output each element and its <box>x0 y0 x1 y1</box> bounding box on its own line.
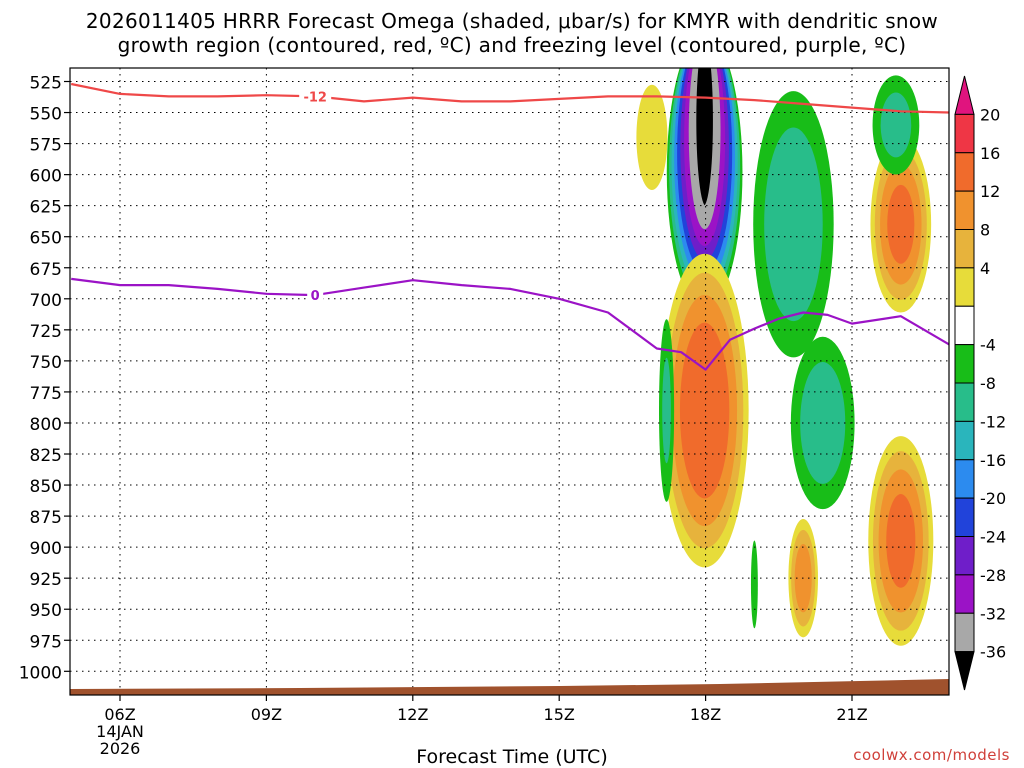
omega-cell <box>790 336 855 510</box>
contour-label-bg <box>307 287 324 304</box>
contour-label: 0 <box>311 289 320 304</box>
terrain-layer <box>70 679 949 695</box>
y-tick-label: 575 <box>30 136 62 156</box>
colorbar-label: -32 <box>980 604 1006 623</box>
omega-band <box>636 84 668 191</box>
omega-cell <box>658 319 675 502</box>
omega-cell <box>872 75 920 175</box>
omega-cell <box>636 84 668 191</box>
colorbar-label: -8 <box>980 374 996 393</box>
colorbar-label: 20 <box>980 105 1000 124</box>
contour-line <box>71 277 949 371</box>
y-tick-label: 725 <box>30 322 62 342</box>
colorbar-label: 12 <box>980 182 1000 201</box>
y-axis: 525 550 575 600 625 650 675 700 725 750 775 800 825 8… <box>19 74 70 683</box>
omega-cell <box>660 253 749 568</box>
y-tick-label: 775 <box>30 384 62 404</box>
colorbar-swatch <box>954 267 975 307</box>
contour-label: -12 <box>303 90 327 105</box>
x-tick-label: 21Z <box>836 705 867 724</box>
colorbar-label: -12 <box>980 412 1006 431</box>
y-tick-label: 925 <box>30 570 62 590</box>
colorbar-swatch <box>954 305 975 346</box>
colorbar-label: 4 <box>980 259 990 278</box>
colorbar: 20 16 12 8 4 -4 -8 -12 -16 -20 -24 -28 -32 -36 <box>954 75 1006 691</box>
y-tick-label: 950 <box>30 601 62 621</box>
omega-cell <box>868 436 934 646</box>
colorbar-swatch <box>954 612 975 653</box>
colorbar-label: -20 <box>980 489 1006 508</box>
colorbar-swatch <box>954 536 975 576</box>
colorbar-label: -36 <box>980 643 1006 662</box>
omega-cell <box>750 540 758 629</box>
plot-frame <box>69 67 950 696</box>
y-tick-label: 750 <box>30 353 62 373</box>
omega-shading <box>636 68 934 646</box>
y-tick-label: 650 <box>30 229 62 249</box>
omega-band <box>693 68 716 209</box>
credit-text: coolwx.com/models <box>853 746 1010 764</box>
omega-band <box>662 357 671 464</box>
colorbar-swatch <box>954 344 975 384</box>
omega-band <box>880 92 912 158</box>
y-tick-label: 900 <box>30 539 62 559</box>
colorbar-swatch <box>954 229 975 269</box>
y-tick-label: 1000 <box>19 663 62 683</box>
y-tick-label: 700 <box>30 291 62 311</box>
colorbar-label: 8 <box>980 221 990 240</box>
temperature-contours: -12 0 <box>70 82 949 371</box>
colorbar-swatch <box>954 497 975 537</box>
omega-band <box>887 184 915 264</box>
colorbar-label: -24 <box>980 528 1006 547</box>
omega-band <box>679 322 730 499</box>
colorbar-swatch <box>954 459 975 499</box>
omega-band <box>764 127 823 322</box>
y-tick-label: 675 <box>30 260 62 280</box>
colorbar-swatch <box>954 420 975 461</box>
y-tick-label: 550 <box>30 105 62 125</box>
colorbar-swatch <box>954 152 975 192</box>
omega-band <box>750 540 758 629</box>
x-tick-label: 15Z <box>544 705 575 724</box>
colorbar-label: -4 <box>980 336 996 355</box>
x-tick-sublabel: 2026 <box>100 739 141 758</box>
terrain <box>70 679 949 695</box>
y-tick-label: 625 <box>30 198 62 218</box>
y-tick-label: 875 <box>30 508 62 528</box>
y-tick-label: 525 <box>30 74 62 94</box>
y-tick-label: 600 <box>30 167 62 187</box>
colorbar-label: -28 <box>980 566 1006 585</box>
x-tick-label: 18Z <box>690 705 721 724</box>
contour-label-bg <box>299 88 332 105</box>
y-tick-label: 975 <box>30 632 62 652</box>
chart-title-line-2: growth region (contoured, red, ºC) and f… <box>117 33 907 57</box>
y-tick-label: 800 <box>30 415 62 435</box>
contour-line <box>70 82 949 114</box>
chart-title-line-1: 2026011405 HRRR Forecast Omega (shaded, … <box>85 9 939 33</box>
omega-cell <box>870 136 932 313</box>
omega-band <box>886 494 916 588</box>
x-tick-sublabel: 14JAN <box>96 722 144 741</box>
omega-cell <box>753 91 834 358</box>
gridlines <box>70 68 949 695</box>
x-axis-title: Forecast Time (UTC) <box>416 746 608 768</box>
colorbar-swatch <box>954 382 975 422</box>
colorbar-label: -16 <box>980 451 1006 470</box>
omega-band <box>800 362 846 484</box>
x-tick-label: 09Z <box>251 705 282 724</box>
x-tick-label: 06Z <box>104 705 135 724</box>
colorbar-swatch <box>954 574 975 614</box>
colorbar-swatch <box>954 651 975 691</box>
colorbar-swatch <box>954 113 975 154</box>
y-tick-label: 850 <box>30 477 62 497</box>
x-tick-label: 12Z <box>397 705 428 724</box>
colorbar-swatch <box>954 75 975 115</box>
colorbar-label: 16 <box>980 144 1000 163</box>
plot-border <box>69 67 950 696</box>
y-tick-label: 825 <box>30 446 62 466</box>
colorbar-swatch <box>954 190 975 230</box>
